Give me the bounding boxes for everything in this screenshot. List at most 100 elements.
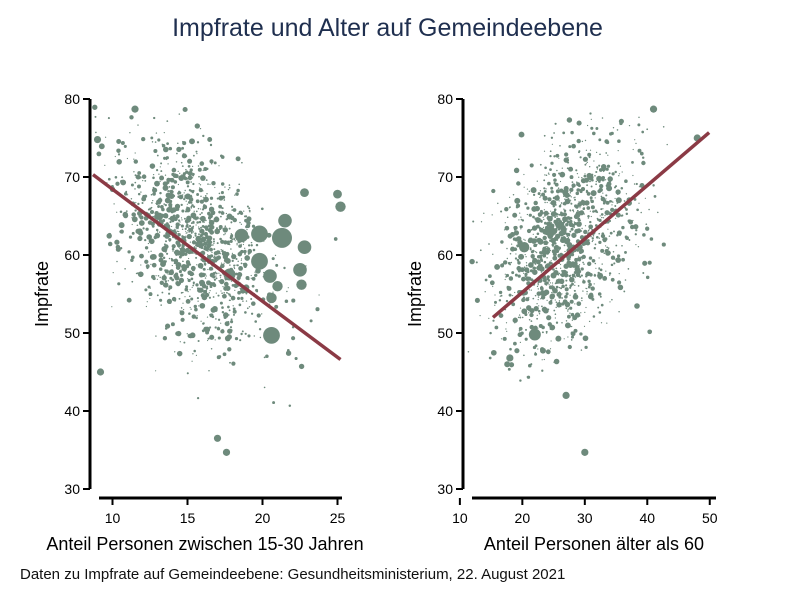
- data-point: [575, 169, 578, 172]
- data-point: [558, 249, 560, 251]
- data-point: [176, 350, 183, 357]
- data-point: [94, 115, 97, 118]
- data-point-large: [272, 281, 283, 292]
- data-point: [581, 179, 583, 182]
- data-point: [565, 301, 567, 303]
- data-point: [570, 325, 572, 328]
- data-point: [251, 224, 256, 228]
- data-point: [212, 240, 216, 243]
- data-point: [612, 201, 614, 203]
- data-point: [175, 161, 178, 163]
- data-point: [569, 209, 572, 211]
- data-point: [565, 214, 568, 216]
- data-point: [529, 163, 534, 168]
- data-point: [610, 207, 615, 213]
- data-point: [149, 297, 151, 300]
- data-point: [604, 139, 609, 144]
- data-point: [179, 221, 181, 223]
- data-point: [549, 249, 552, 252]
- data-point: [580, 230, 583, 232]
- data-point: [236, 296, 241, 300]
- data-point: [579, 210, 585, 216]
- data-point: [584, 345, 588, 350]
- data-point: [599, 295, 602, 298]
- data-point: [230, 248, 232, 250]
- data-point: [518, 131, 525, 138]
- data-point: [634, 139, 636, 141]
- data-point: [518, 326, 523, 331]
- data-point: [168, 227, 171, 230]
- data-point: [135, 201, 137, 204]
- data-point: [546, 201, 548, 204]
- data-point: [222, 285, 224, 288]
- data-point: [261, 313, 263, 315]
- data-point: [190, 181, 192, 183]
- data-point: [124, 268, 126, 270]
- data-point: [617, 280, 622, 285]
- data-point: [506, 286, 512, 291]
- data-point: [561, 285, 564, 288]
- data-point: [624, 179, 628, 183]
- data-point: [528, 239, 532, 243]
- data-point: [536, 232, 540, 236]
- data-point: [586, 192, 591, 196]
- data-point: [580, 187, 586, 192]
- data-point: [236, 244, 238, 246]
- data-point: [528, 262, 534, 268]
- data-point: [218, 210, 221, 214]
- data-point: [107, 232, 112, 237]
- data-point: [646, 128, 649, 131]
- data-point: [587, 261, 592, 266]
- data-point: [497, 202, 499, 205]
- data-point: [530, 238, 536, 244]
- data-point: [142, 227, 145, 230]
- data-point: [541, 249, 548, 256]
- data-point: [556, 226, 559, 229]
- data-point: [610, 277, 615, 282]
- data-point: [164, 174, 167, 176]
- data-point: [209, 143, 213, 147]
- data-point: [580, 274, 583, 277]
- data-point: [232, 307, 236, 311]
- y-tick-label: 70: [64, 169, 80, 185]
- data-point: [129, 132, 131, 134]
- data-point: [231, 259, 234, 263]
- data-point: [137, 192, 141, 196]
- data-point: [563, 208, 565, 210]
- data-point: [505, 208, 507, 210]
- data-point: [494, 263, 501, 270]
- data-point: [166, 177, 171, 183]
- data-point: [146, 234, 153, 240]
- data-point: [189, 172, 191, 174]
- data-point: [635, 142, 637, 145]
- data-point: [170, 257, 173, 260]
- data-point: [538, 226, 541, 229]
- chart-title: Impfrate und Alter auf Gemeindeebene: [172, 14, 603, 42]
- data-point: [188, 278, 190, 280]
- data-point: [616, 129, 619, 131]
- data-point: [187, 206, 189, 209]
- data-point: [569, 191, 572, 194]
- data-point: [210, 347, 213, 350]
- data-point: [207, 250, 209, 252]
- data-point: [208, 266, 213, 271]
- data-point: [159, 191, 162, 195]
- data-point: [204, 277, 207, 279]
- data-point: [171, 247, 175, 251]
- y-tick-label: 30: [64, 481, 80, 497]
- data-point: [181, 174, 183, 176]
- data-point: [250, 244, 253, 247]
- data-point: [180, 217, 183, 219]
- data-point: [117, 282, 121, 286]
- data-point: [199, 199, 204, 204]
- data-point: [564, 152, 569, 157]
- data-point: [196, 315, 198, 317]
- data-point: [133, 214, 136, 217]
- data-point: [536, 314, 538, 316]
- data-point: [162, 256, 166, 260]
- data-point: [543, 179, 546, 182]
- data-point: [641, 156, 645, 159]
- data-point: [205, 275, 207, 277]
- data-point: [560, 202, 563, 204]
- data-point: [594, 262, 597, 265]
